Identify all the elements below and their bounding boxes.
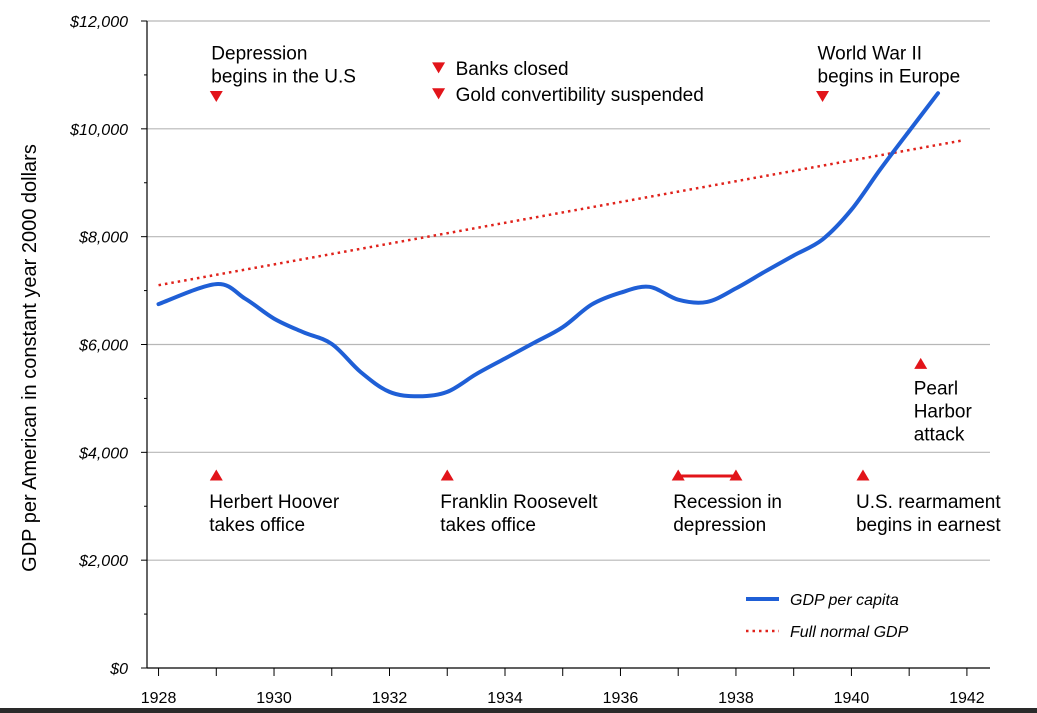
annotation-marker-up	[209, 469, 223, 481]
y-tick-label: $2,000	[78, 553, 128, 570]
series-line-gdp-per-capita	[156, 91, 940, 399]
annotation-text: Pearl	[914, 378, 958, 399]
legend-label-gdp-per-capita: GDP per capita	[790, 592, 899, 609]
y-tick-label: $0	[109, 661, 128, 678]
series-group	[156, 91, 962, 399]
annotation-marker-up	[856, 469, 870, 481]
annotation-marker-up	[671, 469, 685, 481]
annotation-text: attack	[914, 424, 965, 445]
annotation-text: begins in the U.S	[211, 66, 356, 87]
annotation-marker-down	[432, 88, 446, 100]
annotation-text: Gold convertibility suspended	[456, 85, 704, 106]
y-tick-label: $10,000	[69, 122, 128, 139]
y-tick-label: $12,000	[69, 14, 128, 31]
annotation-text: Harbor	[914, 401, 973, 422]
annotation-text: Franklin Roosevelt	[440, 492, 598, 513]
x-tick-label: 1940	[834, 690, 870, 707]
annotation-text: begins in Europe	[818, 66, 961, 87]
annotation-text: begins in earnest	[856, 515, 1001, 536]
x-tick-labels: 1928 1930 1932 1934 1936 1938 1940 1942	[141, 690, 985, 707]
x-tick-label: 1938	[718, 690, 754, 707]
axes	[141, 20, 990, 676]
annotation-text: U.S. rearmament	[856, 492, 1001, 513]
annotation-text: takes office	[209, 515, 305, 536]
annotation-marker-up	[729, 469, 743, 481]
annotation-marker-up	[440, 469, 454, 481]
x-tick-label: 1934	[487, 690, 523, 707]
annotation-text: World War II	[818, 43, 923, 64]
y-tick-label: $6,000	[78, 338, 128, 355]
annotation-marker-down	[816, 90, 830, 103]
bottom-edge-bar	[0, 708, 1037, 713]
x-tick-label: 1942	[949, 690, 985, 707]
y-tick-labels: $0 $2,000 $4,000 $6,000 $8,000 $10,000 $12,000	[69, 14, 128, 678]
x-tick-label: 1932	[372, 690, 408, 707]
annotation-text: Banks closed	[456, 59, 569, 80]
legend-label-full-normal-gdp: Full normal GDP	[790, 624, 909, 641]
annotation-marker-down	[209, 90, 223, 103]
series-line-full-normal-gdp	[158, 139, 962, 287]
y-tick-label: $8,000	[78, 230, 128, 247]
annotation-text: depression	[673, 515, 766, 536]
annotation-text: Recession in	[673, 492, 782, 513]
y-axis-label: GDP per American in constant year 2000 d…	[19, 144, 41, 572]
annotation-marker-down	[432, 62, 446, 74]
x-tick-label: 1936	[603, 690, 639, 707]
x-tick-label: 1928	[141, 690, 177, 707]
y-tick-label: $4,000	[78, 445, 128, 462]
annotation-text: Herbert Hoover	[209, 492, 340, 513]
annotation-marker-up	[914, 357, 928, 369]
legend: GDP per capita Full normal GDP	[746, 592, 909, 641]
x-tick-label: 1930	[256, 690, 292, 707]
gridlines	[147, 20, 990, 561]
annotation-text: Depression	[211, 43, 307, 64]
annotation-text: takes office	[440, 515, 536, 536]
